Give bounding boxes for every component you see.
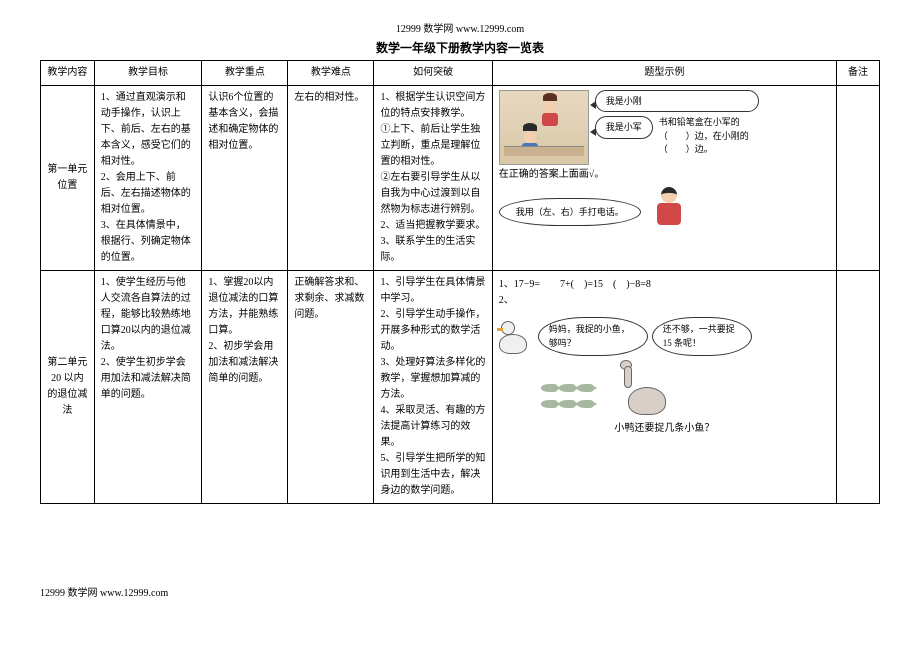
unit1-goal: 1、通过直观演示和动手操作，认识上下、前后、左右的基本含义，感受它们的相对性。 …	[94, 86, 202, 271]
unit2-difficulty: 正确解答求和、求剩余、求减数问题。	[288, 271, 374, 504]
speech-bubble-duck: 妈妈，我捉的小鱼，够吗？	[538, 317, 648, 356]
col-header-breakthrough: 如何突破	[374, 61, 492, 86]
speech-bubble-xiaojun: 我是小军	[595, 116, 653, 138]
check-instruction: 在正确的答案上面画√。	[499, 167, 830, 183]
unit1-difficulty: 左右的相对性。	[288, 86, 374, 271]
unit2-focus: 1、掌握20以内退位减法的口算方法，并能熟练口算。 2、初步学会用加法和减法解决…	[202, 271, 288, 504]
unit2-breakthrough: 1、引导学生在具体情景中学习。 2、引导学生动手操作，开展多种形式的数学活动。 …	[374, 271, 492, 504]
duck-icon	[499, 319, 534, 354]
curriculum-table: 教学内容 教学目标 教学重点 教学难点 如何突破 题型示例 备注 第一单元 位置…	[40, 60, 880, 504]
teacher-icon	[649, 187, 689, 237]
col-header-example: 题型示例	[492, 61, 836, 86]
col-header-note: 备注	[836, 61, 879, 86]
goose-icon	[616, 360, 666, 415]
speech-bubble-phone: 我用（左、右）手打电话。	[499, 198, 641, 226]
table-row: 第一单元 位置 1、通过直观演示和动手操作，认识上下、前后、左右的基本含义，感受…	[41, 86, 880, 271]
equation-text: 1、17−9= 7+( )=15 ( )−8=8 2、	[499, 277, 830, 309]
table-header-row: 教学内容 教学目标 教学重点 教学难点 如何突破 题型示例 备注	[41, 61, 880, 86]
unit2-goal: 1、使学生经历与他人交流各自算法的过程，能够比较熟练地口算20以内的退位减法。 …	[94, 271, 202, 504]
classroom-scene-icon	[499, 90, 589, 165]
page-header: 12999 数学网 www.12999.com	[40, 20, 880, 35]
unit2-note	[836, 271, 879, 504]
question-text: 小鸭还要捉几条小鱼？	[499, 421, 830, 437]
unit1-example: 我是小刚 我是小军 书和铅笔盒在小军的（ ）边，在小刚的（ ）边。 在正确的答案…	[492, 86, 836, 271]
speech-bubble-xiaogang: 我是小刚	[595, 90, 759, 112]
col-header-difficulty: 教学难点	[288, 61, 374, 86]
document-title: 数学一年级下册教学内容一览表	[40, 39, 880, 56]
col-header-content: 教学内容	[41, 61, 95, 86]
unit2-content: 第二单元 20 以内的退位减法	[41, 271, 95, 504]
unit2-example: 1、17−9= 7+( )=15 ( )−8=8 2、 妈妈，我捉的小鱼，够吗？…	[492, 271, 836, 504]
unit1-content: 第一单元 位置	[41, 86, 95, 271]
speech-bubble-goose: 还不够，一共要捉 15 条呢！	[652, 317, 752, 356]
unit1-breakthrough: 1、根据学生认识空间方位的特点安排教学。 ①上下、前后让学生独立判断，重点是理解…	[374, 86, 492, 271]
unit1-note	[836, 86, 879, 271]
table-row: 第二单元 20 以内的退位减法 1、使学生经历与他人交流各自算法的过程，能够比较…	[41, 271, 880, 504]
fish-group-icon	[540, 383, 610, 415]
fill-blank-text: 书和铅笔盒在小军的（ ）边，在小刚的（ ）边。	[659, 116, 759, 157]
unit1-focus: 认识6个位置的基本含义，会描述和确定物体的相对位置。	[202, 86, 288, 271]
page-footer: 12999 数学网 www.12999.com	[40, 584, 880, 599]
col-header-goal: 教学目标	[94, 61, 202, 86]
col-header-focus: 教学重点	[202, 61, 288, 86]
